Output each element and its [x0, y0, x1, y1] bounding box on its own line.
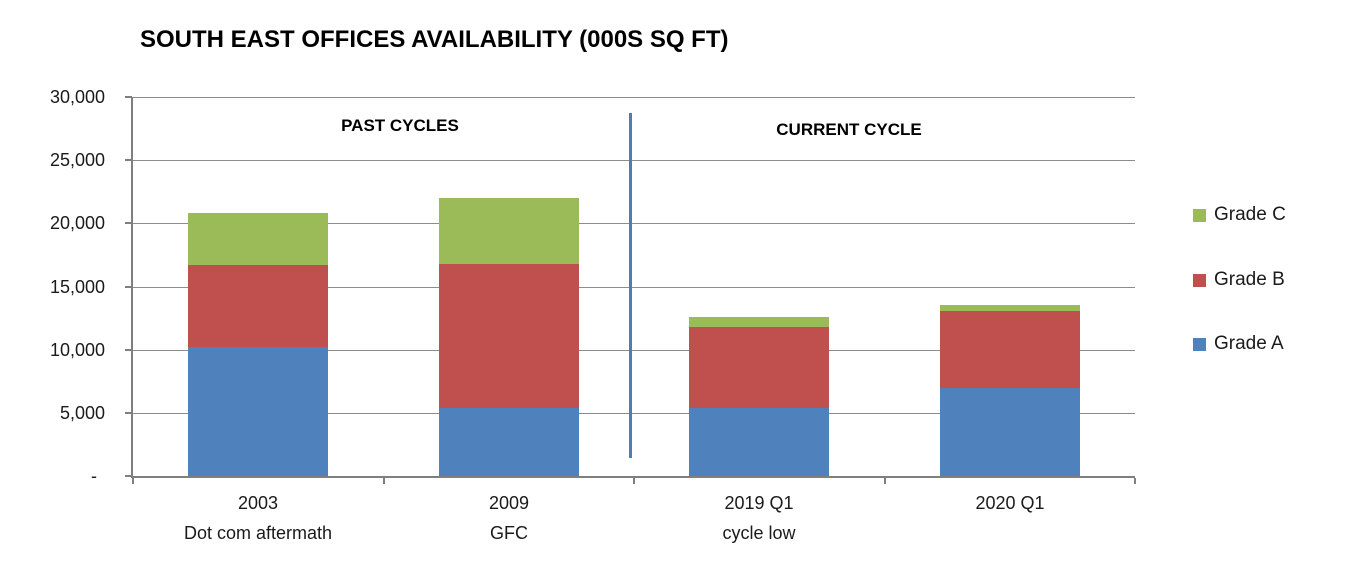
section-label-current-cycle: CURRENT CYCLE [776, 120, 922, 139]
section-label-past-cycles: PAST CYCLES [341, 116, 459, 135]
bar-segment-grade-b [940, 311, 1080, 388]
plot-area [133, 97, 1135, 476]
gridline [133, 97, 1135, 98]
y-axis-tick-label: 10,000 [49, 340, 105, 360]
bar-segment-grade-b [439, 264, 579, 408]
y-axis-tick [125, 159, 132, 161]
bar-segment-grade-b [188, 265, 328, 347]
bar-segment-grade-c [689, 317, 829, 327]
chart-title: SOUTH EAST OFFICES AVAILABILITY (000S SQ… [140, 26, 729, 53]
gridline [133, 223, 1135, 224]
bar-segment-grade-b [689, 327, 829, 408]
y-axis-tick-label: 20,000 [49, 213, 105, 233]
x-axis-label-year: 2020 Q1 [975, 493, 1045, 513]
bar-segment-grade-c [940, 305, 1080, 311]
x-axis-tick [132, 478, 134, 484]
bar-segment-grade-a [188, 347, 328, 476]
x-axis-label-sublabel: cycle low [722, 523, 796, 543]
bar-segment-grade-a [940, 388, 1080, 476]
x-axis-tick [633, 478, 635, 484]
x-axis-label-year: 2009 [488, 493, 530, 513]
bar-segment-grade-c [188, 213, 328, 265]
y-axis-tick-label: 15,000 [49, 277, 105, 297]
legend-swatch [1193, 337, 1206, 351]
bar-segment-grade-a [439, 408, 579, 476]
y-axis-line [131, 97, 133, 478]
bar-segment-grade-a [689, 408, 829, 476]
gridline [133, 287, 1135, 288]
x-axis-tick [383, 478, 385, 484]
y-axis-tick-label: 25,000 [49, 150, 105, 170]
gridline [133, 350, 1135, 351]
y-axis-tick-label: - [91, 466, 97, 486]
legend-label: Grade A [1214, 333, 1284, 354]
y-axis-tick-label: 5,000 [59, 403, 105, 423]
legend-item-grade-c: Grade C [1193, 205, 1286, 225]
x-axis-tick [1134, 478, 1136, 484]
bar-segment-grade-c [439, 198, 579, 264]
x-axis-label-year: 2003 [237, 493, 279, 513]
x-axis-label-sublabel: GFC [490, 523, 528, 543]
legend-item-grade-a: Grade A [1193, 334, 1284, 354]
y-axis-tick-label: 30,000 [49, 87, 105, 107]
y-axis-tick [125, 96, 132, 98]
legend-swatch [1193, 273, 1206, 287]
y-axis-tick [125, 475, 132, 477]
legend-item-grade-b: Grade B [1193, 270, 1285, 290]
legend-label: Grade C [1214, 204, 1286, 225]
y-axis-tick [125, 349, 132, 351]
y-axis-tick [125, 222, 132, 224]
x-axis-line [133, 476, 1135, 478]
y-axis-tick [125, 412, 132, 414]
x-axis-tick [884, 478, 886, 484]
gridline [133, 413, 1135, 414]
legend-label: Grade B [1214, 269, 1285, 290]
gridline [133, 160, 1135, 161]
x-axis-label-sublabel: Dot com aftermath [183, 523, 333, 543]
cycle-separator-line [629, 113, 632, 458]
y-axis-tick [125, 286, 132, 288]
x-axis-label-year: 2019 Q1 [724, 493, 794, 513]
legend-swatch [1193, 208, 1206, 222]
